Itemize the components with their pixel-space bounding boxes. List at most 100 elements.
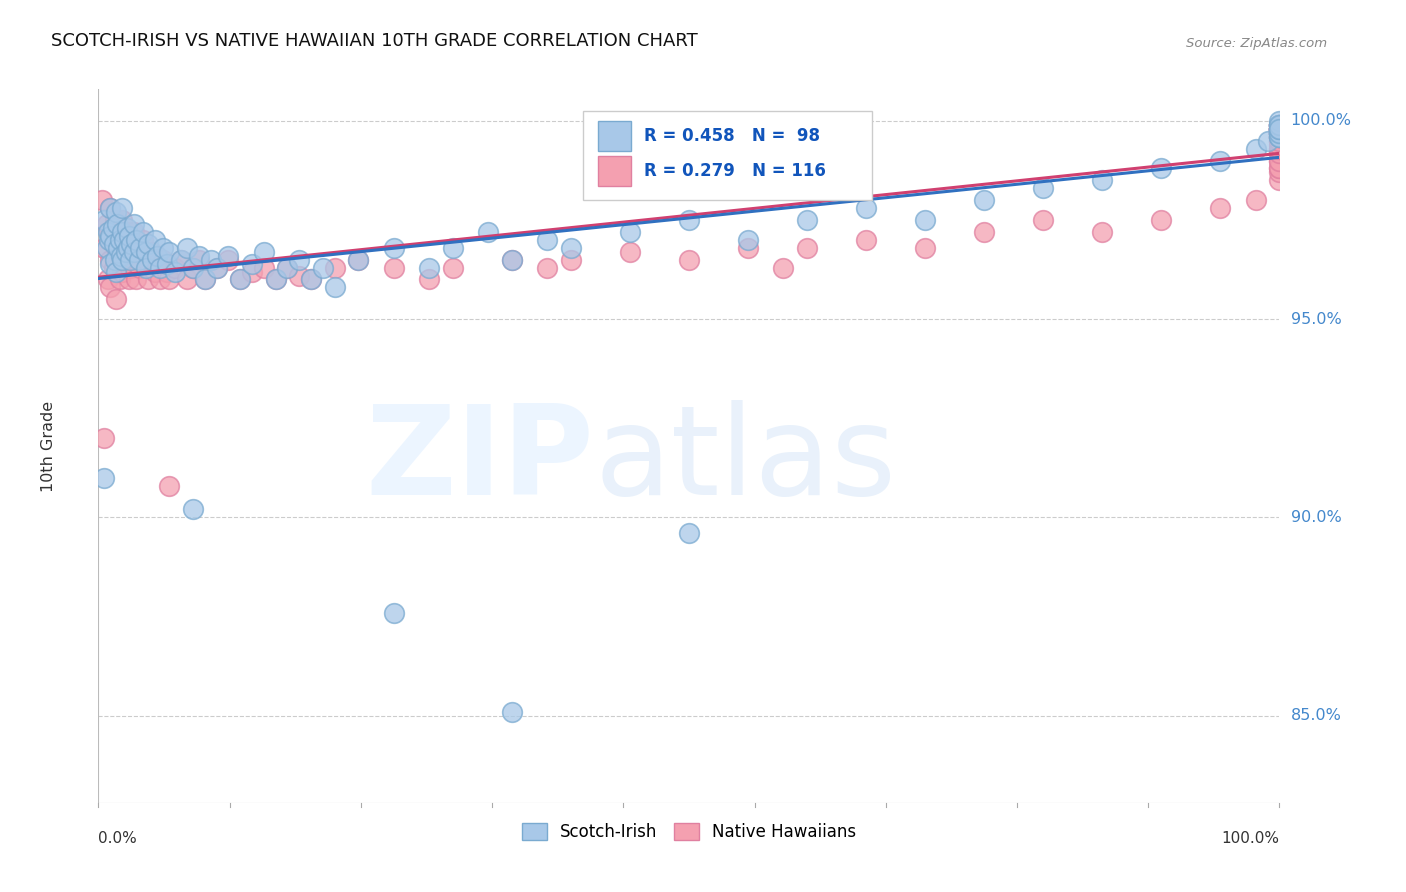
Point [323, 280, 346, 294]
Point [229, 272, 252, 286]
Point [1268, 153, 1291, 168]
Point [1257, 134, 1279, 148]
Point [1244, 142, 1267, 156]
Point [1268, 126, 1291, 140]
Point [103, 236, 125, 251]
Point [1268, 121, 1291, 136]
Point [1268, 173, 1291, 187]
Point [1268, 129, 1291, 144]
Point [105, 264, 128, 278]
Text: 90.0%: 90.0% [1291, 510, 1341, 524]
Point [1268, 121, 1291, 136]
Point [1268, 121, 1291, 136]
Point [1244, 193, 1267, 207]
Point [1268, 126, 1291, 140]
Point [117, 241, 139, 255]
Point [1268, 153, 1291, 168]
Point [194, 272, 217, 286]
Point [1091, 173, 1114, 187]
Point [1150, 161, 1173, 176]
Point [98, 201, 121, 215]
Point [97, 225, 120, 239]
Point [132, 225, 155, 239]
Point [96, 217, 118, 231]
Point [149, 272, 172, 286]
Point [110, 241, 132, 255]
Point [1032, 213, 1054, 227]
Point [418, 260, 440, 275]
Point [98, 252, 121, 267]
Point [1268, 129, 1291, 144]
Point [382, 241, 405, 255]
Point [1268, 118, 1291, 132]
Point [1268, 118, 1291, 132]
Point [165, 264, 187, 278]
Point [132, 233, 155, 247]
Point [1268, 129, 1291, 144]
Point [98, 280, 121, 294]
Text: SCOTCH-IRISH VS NATIVE HAWAIIAN 10TH GRADE CORRELATION CHART: SCOTCH-IRISH VS NATIVE HAWAIIAN 10TH GRA… [51, 32, 697, 50]
Point [1268, 121, 1291, 136]
Point [1268, 134, 1291, 148]
Point [1268, 126, 1291, 140]
Point [1091, 225, 1114, 239]
Point [111, 201, 134, 215]
Point [619, 225, 641, 239]
Text: ZIP: ZIP [366, 400, 595, 521]
Point [1268, 129, 1291, 144]
Point [1268, 126, 1291, 140]
Point [347, 252, 370, 267]
Point [93, 213, 115, 227]
FancyBboxPatch shape [598, 155, 631, 186]
Point [146, 257, 169, 271]
Point [111, 252, 134, 267]
Point [560, 241, 582, 255]
Point [170, 252, 193, 267]
Point [441, 260, 464, 275]
FancyBboxPatch shape [582, 111, 872, 200]
Point [772, 260, 794, 275]
Point [101, 233, 124, 247]
Point [382, 260, 405, 275]
Point [1268, 161, 1291, 176]
Point [200, 252, 222, 267]
Point [112, 233, 135, 247]
Point [120, 260, 142, 275]
Point [1268, 145, 1291, 160]
Point [253, 260, 276, 275]
Point [299, 272, 322, 286]
Point [276, 260, 298, 275]
Point [1268, 121, 1291, 136]
Point [136, 272, 159, 286]
Text: R = 0.279   N = 116: R = 0.279 N = 116 [644, 161, 825, 179]
Point [264, 272, 287, 286]
Point [107, 252, 129, 267]
Point [264, 272, 287, 286]
Point [1268, 126, 1291, 140]
Point [115, 221, 138, 235]
Point [136, 236, 159, 251]
Point [122, 217, 145, 231]
Point [477, 225, 499, 239]
Point [973, 225, 995, 239]
Point [1268, 126, 1291, 140]
Point [170, 252, 193, 267]
Point [1209, 201, 1232, 215]
Point [737, 233, 759, 247]
Point [1268, 165, 1291, 179]
Point [98, 257, 121, 271]
Point [678, 213, 700, 227]
Point [418, 272, 440, 286]
Point [128, 241, 150, 255]
Point [1268, 121, 1291, 136]
Text: 95.0%: 95.0% [1291, 311, 1341, 326]
Point [105, 241, 128, 255]
Point [1268, 121, 1291, 136]
Point [156, 257, 179, 271]
Point [1268, 134, 1291, 148]
Point [105, 217, 128, 231]
Point [118, 228, 141, 243]
Point [1268, 126, 1291, 140]
Point [323, 260, 346, 275]
Point [117, 244, 139, 259]
